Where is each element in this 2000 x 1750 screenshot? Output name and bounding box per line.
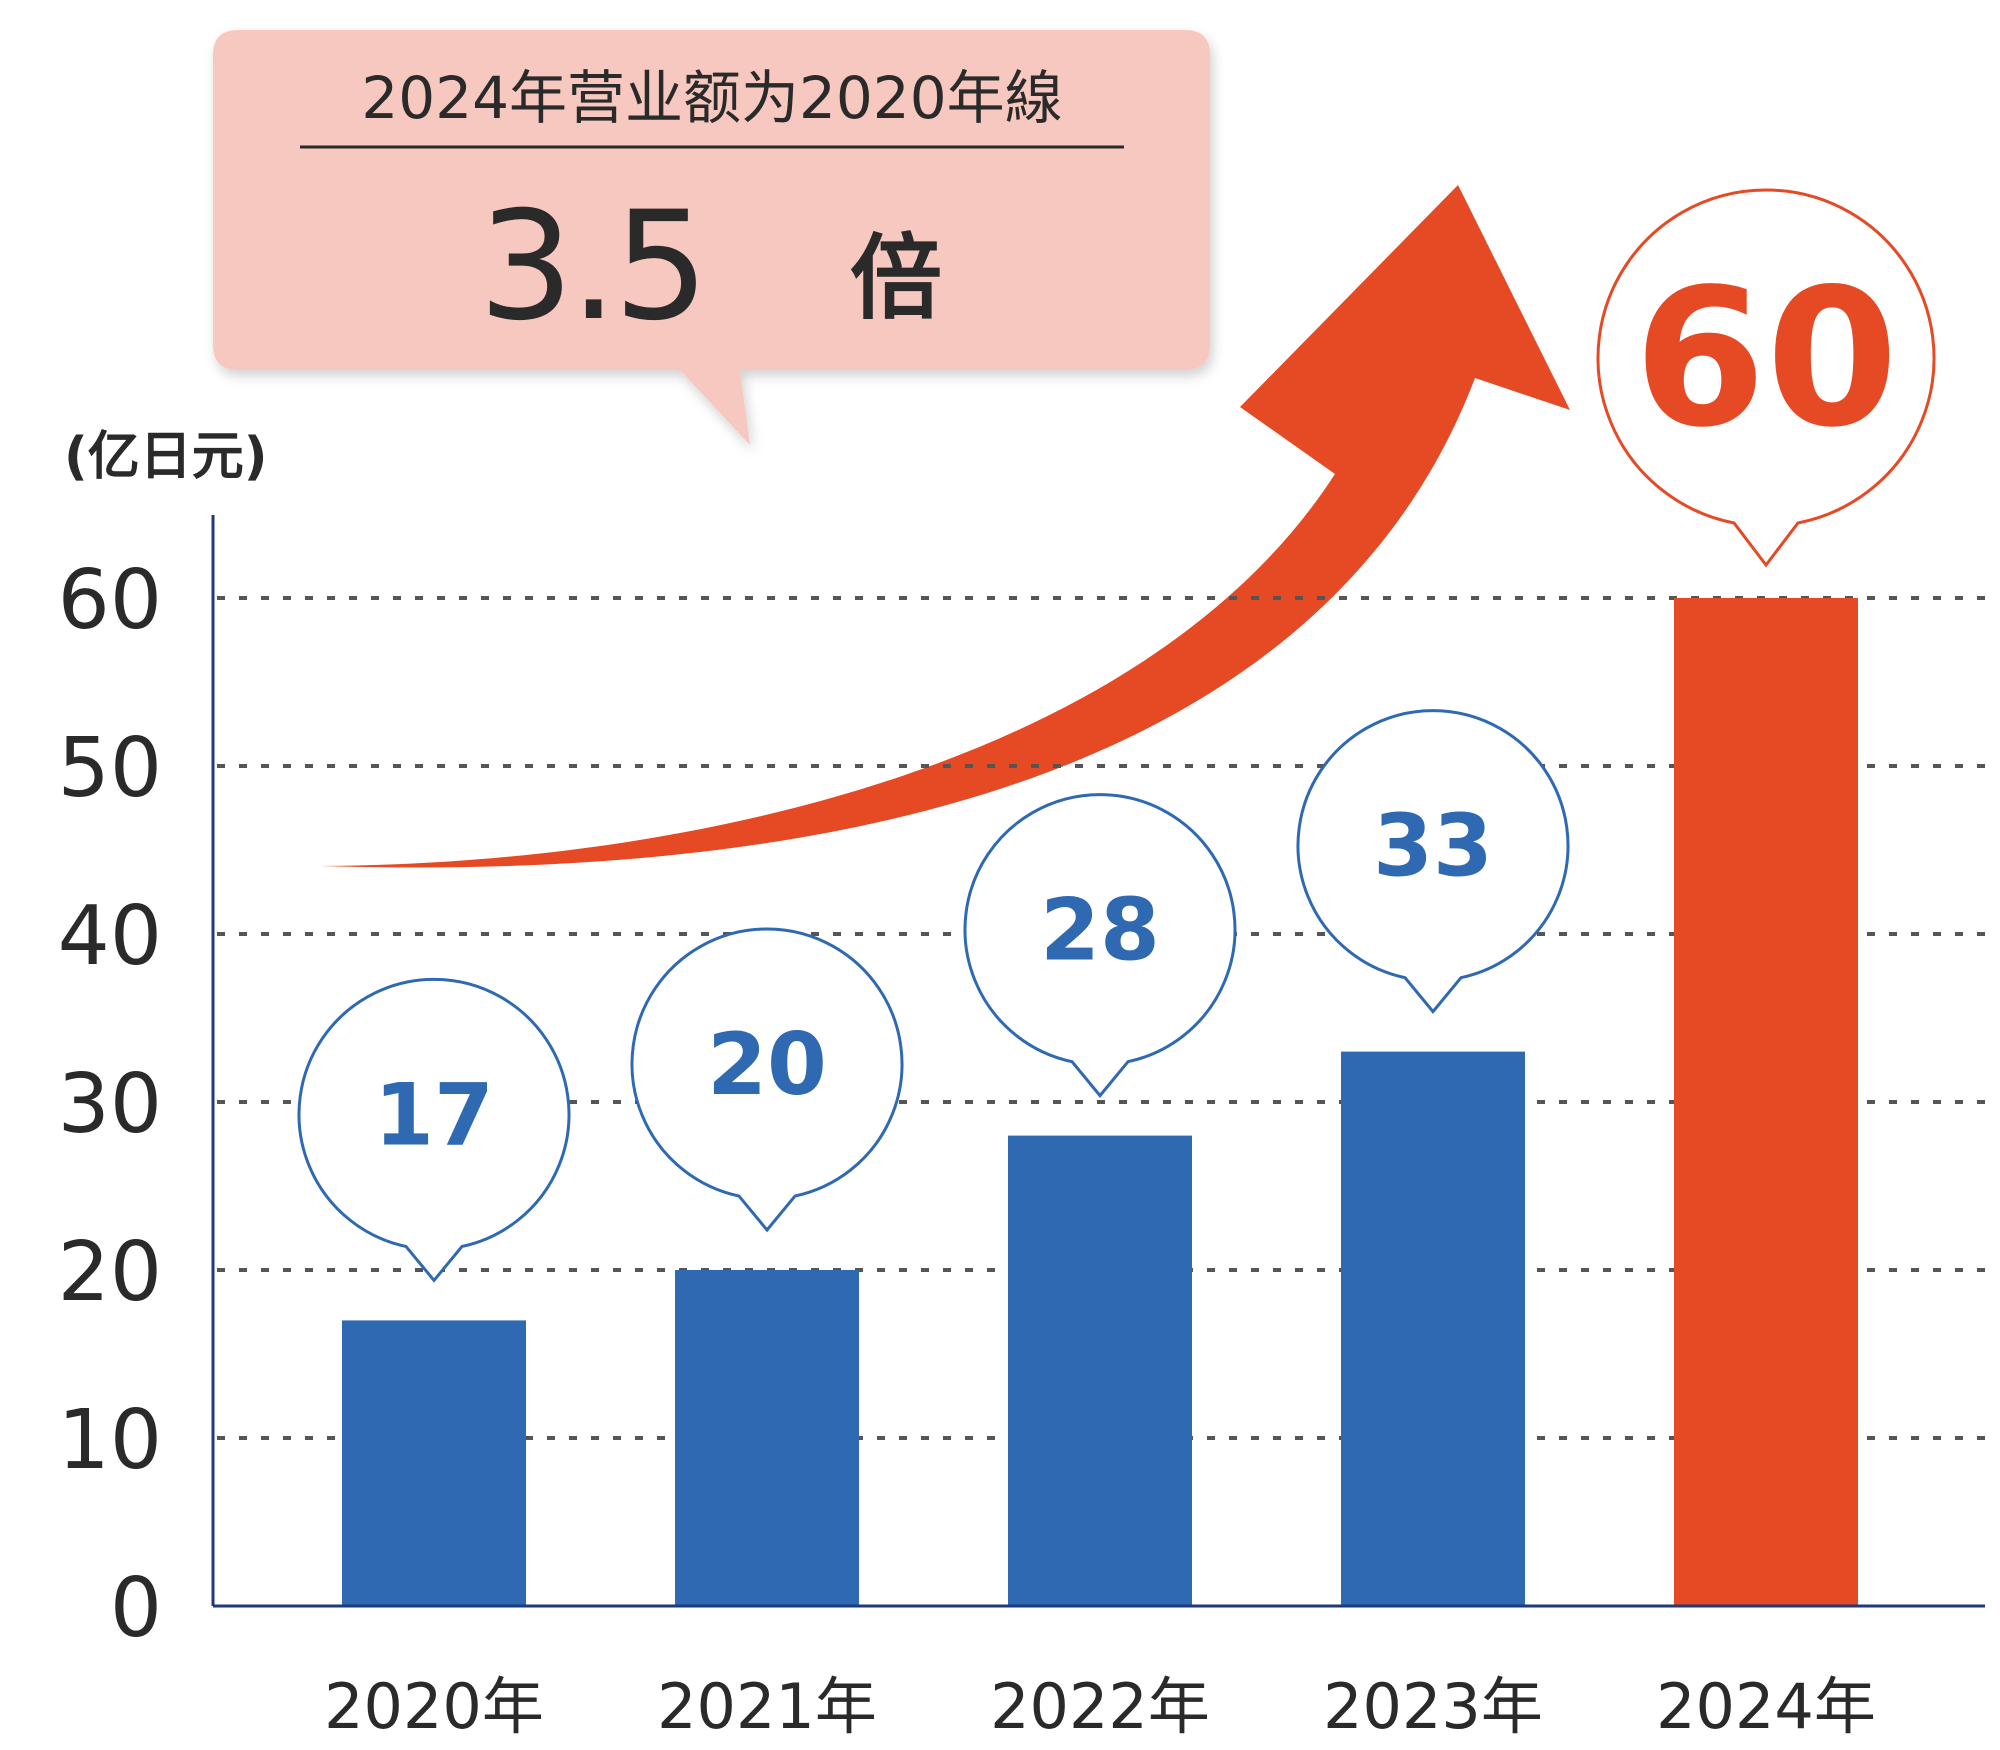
value-bubble: 60 — [1596, 188, 1936, 568]
bar — [1008, 1135, 1192, 1606]
y-tick-label: 10 — [58, 1393, 162, 1488]
y-tick-label: 50 — [58, 721, 162, 816]
y-tick-label: 30 — [58, 1057, 162, 1152]
y-tick-label: 20 — [58, 1225, 162, 1320]
x-tick-labels: 2020年 2021年 2022年 2023年 2024年 — [324, 1670, 1876, 1743]
value-bubble: 33 — [1296, 709, 1570, 1014]
x-tick-label: 2023年 — [1323, 1670, 1543, 1743]
value-label: 60 — [1634, 248, 1898, 469]
callout-multiplier-unit: 倍 — [850, 225, 942, 332]
bar — [1341, 1051, 1525, 1606]
bar — [675, 1270, 859, 1606]
x-tick-label: 2024年 — [1656, 1670, 1876, 1743]
callout-title: 2024年营业额为2020年線 — [361, 64, 1062, 132]
y-tick-label: 0 — [110, 1561, 162, 1656]
value-bubble: 20 — [630, 927, 904, 1233]
value-label: 28 — [1040, 881, 1160, 981]
x-tick-label: 2021年 — [657, 1670, 877, 1743]
growth-arrow — [320, 185, 1570, 868]
value-bubble: 17 — [297, 977, 571, 1283]
value-label: 17 — [374, 1065, 494, 1165]
value-label: 20 — [707, 1015, 827, 1115]
bars: 17 20 28 33 60 — [297, 188, 1936, 1606]
y-tick-label: 60 — [58, 553, 162, 648]
value-bubble: 28 — [963, 793, 1237, 1098]
x-tick-label: 2022年 — [990, 1670, 1210, 1743]
y-tick-label: 40 — [58, 889, 162, 984]
bar — [342, 1320, 526, 1606]
y-axis-unit: (亿日元) — [64, 427, 268, 487]
callout-multiplier: 3.5 — [478, 180, 705, 354]
bar — [1674, 598, 1858, 1606]
value-label: 33 — [1373, 797, 1493, 897]
y-tick-labels: 0 10 20 30 40 50 60 — [58, 553, 162, 1656]
callout-box: 2024年营业额为2020年線 3.5 倍 — [213, 30, 1210, 445]
x-tick-label: 2020年 — [324, 1670, 544, 1743]
